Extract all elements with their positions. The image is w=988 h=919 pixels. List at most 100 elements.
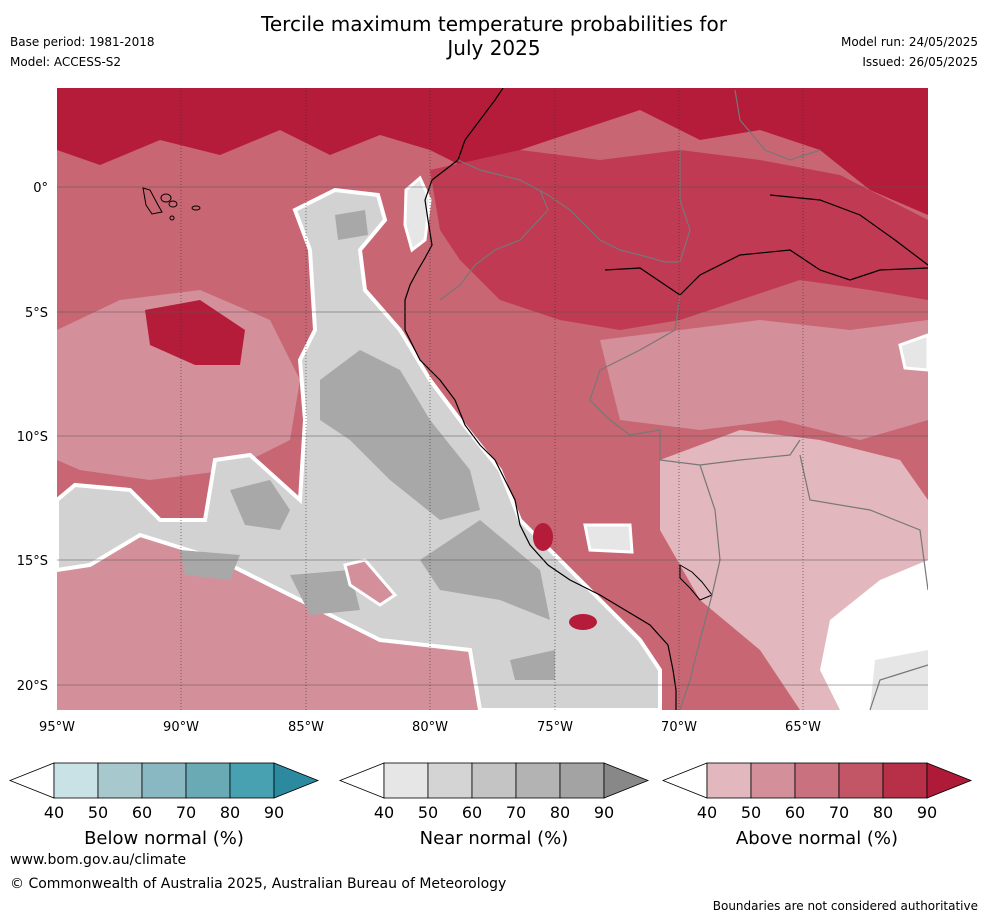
- colorbar-0-tick-2: 60: [132, 803, 152, 822]
- colorbar-2-segment-3: [794, 762, 840, 799]
- near-dark-core-2: [230, 480, 290, 530]
- colorbar-1-tick-0: 40: [374, 803, 394, 822]
- colorbar-0-min-arrow: [8, 762, 55, 799]
- coastal-patch-2: [583, 523, 634, 554]
- colorbar-2-tick-2: 60: [785, 803, 805, 822]
- red-intrusion: [343, 558, 398, 607]
- issued-date: Issued: 26/05/2025: [862, 55, 978, 69]
- colorbar-0-segment-2: [97, 762, 143, 799]
- colorbar-2-label: Above normal (%): [736, 828, 898, 849]
- lon-tick-6: 65°W: [785, 720, 821, 735]
- colorbar-1-max-arrow: [603, 762, 650, 799]
- colorbar-1-tick-3: 70: [506, 803, 526, 822]
- lat-lines: [57, 186, 928, 686]
- coastal-patch-1: [403, 175, 432, 253]
- meta-right: Model run: 24/05/2025 Issued: 26/05/2025: [841, 32, 978, 72]
- colorbar-1-tick-5: 90: [594, 803, 614, 822]
- near-dark-core-6: [510, 650, 555, 680]
- colorbar-2-segment-1: [706, 762, 752, 799]
- colorbar-0-segment-3: [141, 762, 187, 799]
- river-amazon: [604, 249, 928, 296]
- colorbar-0-tick-3: 70: [176, 803, 196, 822]
- lat-tick-3: 15°S: [17, 554, 48, 569]
- colorbar-2-segment-4: [838, 762, 884, 799]
- title-line-1: Tercile maximum temperature probabilitie…: [261, 12, 727, 36]
- lon-tick-3: 80°W: [412, 720, 448, 735]
- colorbar-2-tick-4: 80: [873, 803, 893, 822]
- colorbar-1-tick-2: 60: [462, 803, 482, 822]
- colorbar-2-tick-0: 40: [697, 803, 717, 822]
- lon-tick-1: 90°W: [163, 720, 199, 735]
- lake-titicaca: [679, 564, 713, 601]
- title-line-2: July 2025: [447, 36, 541, 60]
- east-light-band: [600, 320, 928, 440]
- high-red-land: [430, 150, 928, 330]
- colorbar-0-tick-4: 80: [220, 803, 240, 822]
- near-light-east: [870, 650, 928, 710]
- near-dark-core-1: [320, 350, 480, 520]
- colorbar-0: 40 50 60 70 80 90 Below normal (%): [8, 762, 320, 849]
- colorbar-2-min-arrow: [661, 762, 708, 799]
- map-title: Tercile maximum temperature probabilitie…: [0, 12, 988, 60]
- colorbar-2-max-arrow: [926, 762, 973, 799]
- lon-tick-labels: 95°W 90°W 85°W 80°W 75°W 70°W 65°W: [39, 720, 821, 735]
- deep-red-north: [57, 88, 928, 215]
- colorbar-1-segment-4: [515, 762, 561, 799]
- colorbar-2-tick-3: 70: [829, 803, 849, 822]
- model-run: Model run: 24/05/2025: [840, 35, 978, 49]
- colorbar-2-segment-2: [750, 762, 796, 799]
- lon-tick-2: 85°W: [288, 720, 324, 735]
- footer-copyright: © Commonwealth of Australia 2025, Austra…: [10, 876, 507, 892]
- colorbar-1-min-arrow: [338, 762, 385, 799]
- lat-tick-4: 20°S: [17, 679, 48, 694]
- lon-tick-0: 95°W: [39, 720, 75, 735]
- colorbar-0-segment-1: [53, 762, 99, 799]
- lat-tick-1: 5°S: [25, 306, 48, 321]
- river-north: [769, 194, 928, 266]
- coastal-red-spot-2: [569, 614, 597, 630]
- meta-left: Base period: 1981-2018 Model: ACCESS-S2: [10, 32, 155, 72]
- colorbars: 40 50 60 70 80 90 Below normal (%) 40 50 60 70 80 90…: [8, 762, 973, 849]
- colorbar-1: 40 50 60 70 80 90 Near normal (%): [338, 762, 650, 849]
- colorbar-2: 40 50 60 70 80 90 Above normal (%): [661, 762, 973, 849]
- colorbar-1-tick-1: 50: [418, 803, 438, 822]
- colorbar-2-segment-5: [882, 762, 928, 799]
- lat-tick-labels: 0° 5°S 10°S 15°S 20°S: [17, 181, 48, 694]
- colorbar-0-segment-4: [185, 762, 231, 799]
- colorbar-2-tick-1: 50: [741, 803, 761, 822]
- south-belt-light: [57, 535, 480, 710]
- colorbar-1-label: Near normal (%): [420, 828, 569, 849]
- near-dark-core-5: [420, 520, 550, 620]
- map-figure: 95°W 90°W 85°W 80°W 75°W 70°W 65°W 0° 5°…: [8, 88, 973, 849]
- colorbar-1-segment-1: [383, 762, 429, 799]
- model-name: Model: ACCESS-S2: [10, 55, 122, 69]
- lon-tick-4: 75°W: [537, 720, 573, 735]
- colorbar-0-segment-5: [229, 762, 275, 799]
- map-area: [57, 88, 928, 710]
- coastal-red-spot-1: [533, 523, 553, 551]
- country-borders: [439, 89, 928, 710]
- near-dark-core-4: [290, 570, 360, 615]
- colorbar-2-tick-5: 90: [917, 803, 937, 822]
- west-ocean-deep: [145, 300, 245, 365]
- colorbar-1-segment-2: [427, 762, 473, 799]
- colorbar-0-label: Below normal (%): [84, 828, 244, 849]
- base-period: Base period: 1981-2018: [10, 35, 155, 49]
- footer-url[interactable]: www.bom.gov.au/climate: [10, 852, 187, 868]
- colorbar-0-tick-1: 50: [88, 803, 108, 822]
- lat-tick-2: 10°S: [17, 430, 48, 445]
- colorbar-0-max-arrow: [273, 762, 320, 799]
- colorbar-0-tick-5: 90: [264, 803, 284, 822]
- footer-note: Boundaries are not considered authoritat…: [712, 899, 978, 913]
- colorbar-1-segment-5: [559, 762, 605, 799]
- coastline: [404, 88, 677, 710]
- near-dark-core-3: [180, 550, 240, 580]
- lon-tick-5: 70°W: [661, 720, 697, 735]
- near-dark-core-7: [335, 210, 368, 240]
- galapagos-islands: [142, 187, 201, 221]
- colorbar-1-tick-4: 80: [550, 803, 570, 822]
- colorbar-1-segment-3: [471, 762, 517, 799]
- lat-tick-0: 0°: [33, 181, 48, 196]
- colorbar-0-tick-0: 40: [44, 803, 64, 822]
- coastal-patch-3: [898, 333, 928, 372]
